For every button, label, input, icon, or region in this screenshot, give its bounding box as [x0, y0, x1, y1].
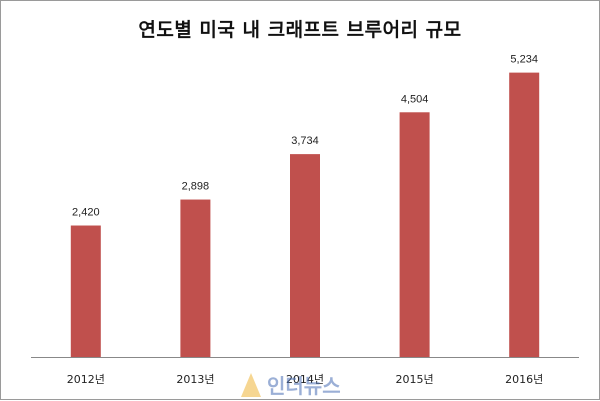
data-label-4: 4,504 [401, 93, 429, 105]
category-label-5: 2016년 [505, 373, 543, 386]
bar-2 [180, 199, 211, 357]
category-label-2: 2013년 [176, 373, 214, 386]
bar-1 [70, 225, 101, 357]
category-label-1: 2012년 [67, 373, 105, 386]
logo-mark-icon [241, 373, 261, 397]
chart-title: 연도별 미국 내 크래프트 브루어리 규모 [138, 19, 462, 41]
category-label-3: 2014년 [286, 373, 324, 386]
bar-5 [509, 72, 540, 358]
data-label-3: 3,734 [291, 135, 319, 147]
bar-4 [399, 112, 430, 357]
bar-3 [290, 154, 320, 357]
logo-watermark: 인더뉴스 [241, 373, 341, 398]
data-label-2: 2,898 [182, 181, 210, 193]
watermark-text: 인더뉴스 [267, 374, 341, 398]
category-label-4: 2015년 [396, 373, 434, 386]
data-label-1: 2,420 [72, 207, 100, 219]
data-label-5: 5,234 [510, 54, 538, 66]
